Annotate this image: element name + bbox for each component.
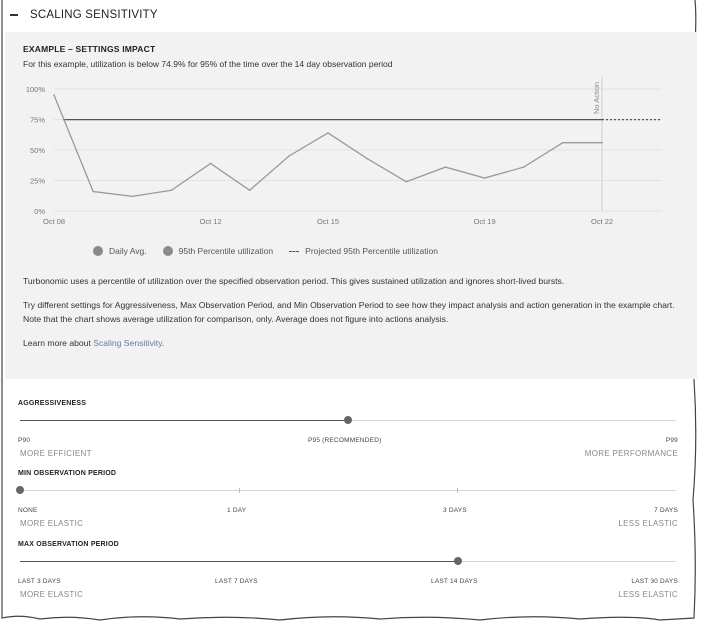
- more-elastic-label: MORE ELASTIC: [20, 590, 84, 599]
- legend-dot-icon: [93, 246, 103, 256]
- stop-label-p95: P95 (RECOMMENDED): [308, 437, 382, 444]
- stop-label-none: NONE: [18, 507, 38, 514]
- learn-more-prefix: Learn more about: [23, 338, 94, 348]
- y-tick-label: 25%: [30, 177, 45, 186]
- y-tick-label: 50%: [30, 146, 45, 155]
- slider-thumb[interactable]: [16, 486, 24, 494]
- x-tick-label: Oct 12: [200, 217, 222, 226]
- more-efficient-label: MORE EFFICIENT: [20, 449, 92, 458]
- daily-avg-point: [366, 157, 368, 160]
- daily-avg-point: [562, 141, 564, 144]
- example-title: EXAMPLE – SETTINGS IMPACT: [23, 44, 156, 54]
- y-tick-label: 75%: [30, 116, 45, 125]
- daily-avg-point: [170, 189, 173, 192]
- min-observation-title: MIN OBSERVATION PERIOD: [18, 470, 117, 477]
- daily-avg-point: [327, 132, 329, 134]
- max-observation-title: MAX OBSERVATION PERIOD: [18, 541, 119, 548]
- more-performance-label: MORE PERFORMANCE: [584, 449, 678, 458]
- legend-item-projected: Projected 95th Percentile utilization: [289, 246, 438, 256]
- section-header[interactable]: SCALING SENSITIVITY: [10, 6, 158, 24]
- example-panel: EXAMPLE – SETTINGS IMPACT For this examp…: [5, 32, 697, 379]
- slider-fill: [20, 561, 458, 562]
- legend-dash-icon: [289, 250, 300, 252]
- aggressiveness-slider[interactable]: [20, 416, 676, 424]
- x-tick-label: Oct 22: [591, 217, 613, 226]
- daily-avg-point: [405, 180, 408, 183]
- stop-label-p90: P90: [18, 437, 31, 444]
- daily-avg-line: [53, 94, 602, 198]
- less-elastic-label: LESS ELASTIC: [618, 519, 678, 528]
- daily-avg-point: [53, 94, 55, 96]
- min-observation-slider-block: MIN OBSERVATION PERIOD NONE 1 DAY 3 DAYS…: [16, 470, 680, 534]
- slider-fill: [20, 420, 348, 421]
- daily-avg-point: [444, 166, 447, 168]
- stop-label-last-14-days: LAST 14 DAYS: [431, 578, 478, 585]
- legend-label: Daily Avg.: [109, 246, 147, 256]
- legend-item-percentile: 95th Percentile utilization: [162, 246, 274, 256]
- more-elastic-label: MORE ELASTIC: [20, 519, 84, 528]
- daily-avg-point: [92, 190, 94, 193]
- slider-thumb[interactable]: [344, 416, 352, 424]
- stop-label-last-7-days: LAST 7 DAYS: [215, 578, 258, 585]
- aggressiveness-title: AGGRESSIVENESS: [18, 400, 87, 407]
- max-observation-slider[interactable]: [20, 557, 676, 565]
- min-observation-slider[interactable]: [16, 486, 676, 494]
- stop-label-1-day: 1 DAY: [227, 507, 247, 514]
- stop-label-7-days: 7 DAYS: [654, 507, 678, 514]
- daily-avg-point: [288, 155, 290, 157]
- instructions-paragraph: Try different settings for Aggressivenes…: [23, 300, 675, 324]
- daily-avg-point: [522, 166, 525, 168]
- section-title: SCALING SENSITIVITY: [30, 9, 158, 21]
- slider-thumb[interactable]: [453, 557, 462, 565]
- x-tick-label: Oct 15: [317, 217, 339, 226]
- legend-label: Projected 95th Percentile utilization: [305, 246, 438, 256]
- collapse-icon[interactable]: [10, 14, 18, 16]
- y-tick-label: 100%: [26, 85, 46, 94]
- slider-tick: [457, 488, 459, 493]
- scaling-sensitivity-link[interactable]: Scaling Sensitivity: [93, 338, 162, 348]
- daily-avg-point: [209, 162, 212, 165]
- chart-legend: Daily Avg. 95th Percentile utilization P…: [93, 246, 454, 256]
- learn-more-paragraph: Learn more about Scaling Sensitivity.: [23, 337, 678, 351]
- utilization-chart: 100% 75% 50% 25% 0%Oct 08 Oct 12 Oct 15 Oct 19 O…: [26, 77, 662, 226]
- daily-avg-point: [483, 177, 486, 179]
- no-action-label: No Action: [592, 82, 601, 114]
- learn-more-suffix: .: [161, 338, 165, 348]
- daily-avg-point: [131, 195, 134, 198]
- less-elastic-label: LESS ELASTIC: [618, 590, 678, 599]
- x-tick-label: Oct 19: [474, 217, 496, 226]
- legend-item-daily-avg: Daily Avg.: [93, 246, 147, 256]
- example-description: For this example, utilization is below 7…: [23, 59, 393, 69]
- x-tick-label: Oct 08: [43, 217, 65, 226]
- slider-tick: [238, 488, 240, 493]
- stop-label-3-days: 3 DAYS: [443, 507, 467, 514]
- y-tick-label: 0%: [34, 207, 45, 216]
- description-paragraph: Turbonomic uses a percentile of utilizat…: [23, 276, 565, 286]
- legend-dot-icon: [162, 246, 173, 256]
- daily-avg-point: [601, 141, 603, 144]
- stop-label-p99: P99: [665, 437, 678, 444]
- daily-avg-point: [248, 189, 251, 192]
- stop-label-last-3-days: LAST 3 DAYS: [18, 578, 61, 585]
- legend-label: 95th Percentile utilization: [178, 246, 274, 256]
- max-observation-slider-block: MAX OBSERVATION PERIOD LAST 3 DAYS LAST …: [18, 541, 680, 605]
- aggressiveness-slider-block: AGGRESSIVENESS P90 P95 (RECOMMENDED) P99…: [18, 400, 680, 464]
- stop-label-last-30-days: LAST 30 DAYS: [631, 578, 678, 585]
